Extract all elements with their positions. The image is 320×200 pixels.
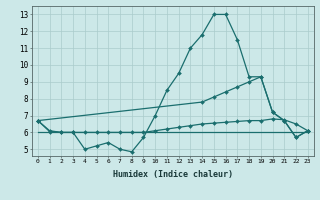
X-axis label: Humidex (Indice chaleur): Humidex (Indice chaleur) <box>113 170 233 179</box>
